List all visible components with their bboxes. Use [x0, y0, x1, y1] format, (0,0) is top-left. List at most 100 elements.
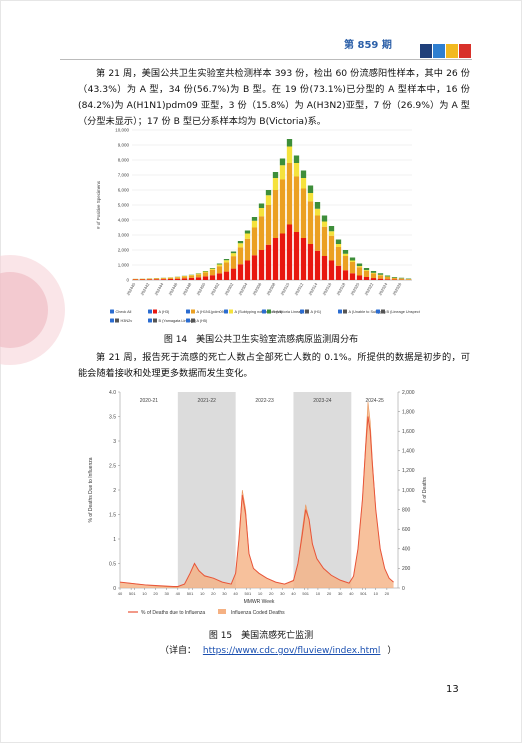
legend-swatch: [191, 309, 195, 314]
bar-segment: [230, 256, 237, 269]
bar-segment: [188, 275, 195, 278]
bar-segment: [244, 238, 251, 261]
bar-segment: [356, 275, 363, 280]
bar-segment: [293, 155, 300, 163]
x-tick-label: 202526: [391, 281, 402, 296]
bar-segment: [293, 232, 300, 280]
bar-segment: [258, 208, 265, 217]
source-line: （详自： https://www.cdc.gov/fluview/index.h…: [160, 643, 396, 656]
bar-segment: [321, 226, 328, 256]
y2-tick-label: 1,800: [402, 409, 415, 415]
bar-segment: [153, 279, 160, 280]
bar-segment: [363, 268, 370, 271]
bar-segment: [251, 227, 258, 256]
bar-segment: [139, 278, 146, 280]
y-tick-label: 4,000: [118, 218, 130, 223]
bar-segment: [244, 230, 251, 234]
x-tick-label: 202444: [153, 281, 164, 296]
y2-tick-label: 200: [402, 566, 411, 572]
bar-segment: [293, 176, 300, 232]
x-tick-label: 1: [249, 591, 252, 596]
bar-segment: [153, 278, 160, 280]
x-tick-label: 20: [269, 591, 274, 596]
x-tick-label: 202510: [279, 281, 290, 296]
y-tick-label: 2: [113, 488, 116, 494]
bar-segment: [132, 279, 139, 280]
bar-segment: [307, 185, 314, 193]
bar-segment: [377, 278, 384, 280]
legend-checkbox: [376, 309, 380, 314]
y2-tick-label: 800: [402, 507, 411, 513]
x-tick-label: 1: [191, 591, 194, 596]
bar-segment: [230, 253, 237, 257]
bar-segment: [300, 238, 307, 280]
bar-segment: [349, 260, 356, 262]
bar-segment: [237, 264, 244, 280]
legend-label: A (H5): [197, 319, 208, 323]
bar-segment: [202, 271, 209, 273]
legend-checkbox: [186, 318, 190, 323]
issue-label: 第 859 期: [344, 40, 392, 51]
bar-segment: [398, 277, 405, 279]
bar-segment: [314, 215, 321, 251]
source-link[interactable]: https://www.cdc.gov/fluview/index.html: [202, 646, 381, 656]
y-tick-label: 10,000: [115, 128, 129, 133]
legend-swatch: [229, 309, 233, 314]
bar-segment: [139, 279, 146, 280]
bar-segment: [286, 163, 293, 225]
x-tick-label: 202524: [377, 281, 388, 296]
bar-segment: [146, 278, 153, 280]
x-tick-label: 202448: [181, 281, 192, 296]
bar-segment: [195, 273, 202, 275]
x-tick-label: 40: [349, 591, 354, 596]
bar-segment: [300, 188, 307, 238]
bar-segment: [230, 268, 237, 280]
y-tick-label: 6,000: [118, 188, 130, 193]
y-tick-label: 9,000: [118, 143, 130, 148]
bar-segment: [160, 279, 167, 280]
legend-label: Influenza Coded Deaths: [231, 610, 285, 616]
y-axis-title: % of Deaths Due to Influenza: [88, 457, 94, 522]
source-suffix: ）: [387, 646, 397, 656]
y-tick-label: 0: [126, 278, 129, 283]
bar-segment: [216, 273, 223, 280]
area-outline: [119, 401, 394, 588]
x-tick-label: 20: [327, 591, 332, 596]
x-tick-label: 202516: [321, 281, 332, 296]
x-tick-label: 10: [142, 591, 147, 596]
bar-segment: [398, 278, 405, 280]
bar-segment: [370, 278, 377, 280]
season-shade: [177, 392, 236, 588]
bar-segment: [216, 263, 223, 265]
y2-tick-label: 1,600: [402, 429, 415, 435]
bar-segment: [265, 244, 272, 280]
bar-segment: [272, 178, 279, 190]
bar-segment: [286, 224, 293, 280]
season-label: 2021-22: [198, 398, 217, 404]
bar-segment: [307, 193, 314, 202]
bar-segment: [237, 243, 244, 248]
legend-checkbox: [110, 318, 114, 323]
bar-segment: [265, 195, 272, 205]
legend-label: H3N2v: [121, 319, 133, 323]
x-tick-label: 1: [307, 591, 310, 596]
paragraph: 第 21 周，报告死于流感的死亡人数占全部死亡人数的 0.1%。所提供的数据是初…: [78, 352, 470, 379]
bar-segment: [209, 268, 216, 270]
legend-checkbox: [224, 309, 228, 314]
source-prefix: （详自：: [160, 646, 197, 656]
bar-segment: [279, 233, 286, 280]
x-tick-label: 30: [164, 591, 169, 596]
y-tick-label: 3.5: [109, 414, 116, 420]
bar-segment: [363, 270, 370, 271]
bar-segment: [258, 203, 265, 208]
y-axis-title: # of Positive Specimens: [96, 180, 101, 229]
bar-segment: [216, 266, 223, 274]
bar-segment: [272, 238, 279, 280]
x-tick-label: 30: [222, 591, 227, 596]
x-tick-label: 202504: [237, 281, 248, 296]
header-rule: [60, 59, 472, 60]
legend-label: A (Subtyping not Performed): [235, 310, 284, 314]
legend-label: A (Unable to Subtype): [349, 310, 387, 314]
bar-segment: [321, 256, 328, 280]
x-tick-label: 202522: [363, 281, 374, 296]
